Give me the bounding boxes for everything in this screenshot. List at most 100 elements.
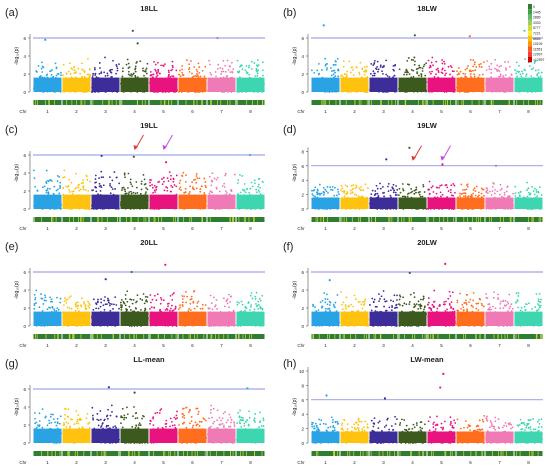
- snp-point: [128, 66, 131, 69]
- snp-point: [369, 72, 372, 75]
- snp-point: [379, 187, 382, 190]
- y-tick-label: 0: [23, 90, 26, 95]
- snp-point: [415, 186, 418, 189]
- snp-point-band: [236, 194, 265, 209]
- snp-point: [118, 307, 120, 310]
- snp-point: [253, 179, 256, 182]
- density-strip: [33, 100, 62, 105]
- snp-point: [374, 190, 377, 192]
- snp-point: [328, 304, 331, 307]
- snp-point: [140, 188, 143, 191]
- snp-point: [196, 305, 199, 308]
- snp-point: [516, 75, 518, 78]
- snp-point: [325, 190, 328, 193]
- snp-point: [339, 189, 342, 192]
- snp-point: [142, 67, 144, 70]
- snp-point: [62, 74, 64, 77]
- snp-point: [432, 305, 435, 308]
- snp-point: [475, 185, 478, 188]
- y-tick-label: 0: [23, 207, 26, 212]
- snp-point: [405, 303, 408, 306]
- snp-point: [466, 67, 469, 70]
- snp-point: [161, 178, 163, 180]
- snp-point: [84, 304, 87, 307]
- snp-point: [439, 191, 442, 194]
- snp-point: [516, 70, 519, 73]
- snp-point: [113, 303, 115, 306]
- snp-point: [75, 172, 77, 175]
- snp-point: [247, 301, 250, 304]
- snp-point: [440, 195, 442, 198]
- snp-point: [355, 186, 358, 189]
- peak-point: [441, 163, 444, 166]
- density-strip-mark: [366, 334, 367, 339]
- snp-point: [188, 66, 191, 69]
- snp-point: [236, 182, 239, 184]
- snp-point: [502, 300, 505, 303]
- snp-point: [262, 74, 264, 77]
- snp-point: [37, 65, 40, 67]
- snp-point: [532, 190, 535, 192]
- snp-point: [421, 67, 424, 70]
- snp-point: [191, 186, 194, 189]
- snp-point: [382, 65, 385, 68]
- snp-point: [344, 304, 347, 306]
- snp-point: [519, 190, 522, 193]
- snp-point: [417, 67, 419, 70]
- snp-point: [33, 303, 36, 305]
- y-tick-label: 2: [301, 193, 304, 198]
- density-strip-mark: [227, 100, 228, 105]
- snp-point: [326, 186, 329, 188]
- snp-point: [401, 304, 404, 307]
- density-strip-mark: [410, 217, 412, 222]
- snp-point: [179, 69, 181, 72]
- snp-point: [257, 300, 260, 303]
- snp-point: [74, 71, 77, 74]
- density-strip-mark: [328, 100, 330, 105]
- panel-label: (c): [5, 124, 18, 136]
- snp-point-band: [456, 77, 485, 92]
- snp-point: [502, 74, 504, 77]
- snp-point: [215, 178, 218, 181]
- chromosome-tick-label: 8: [527, 226, 530, 231]
- density-strip-mark: [111, 100, 113, 105]
- snp-point: [392, 68, 395, 71]
- snp-point: [499, 183, 502, 186]
- snp-point: [362, 304, 365, 306]
- density-strip: [427, 100, 456, 105]
- y-tick-label: 6: [301, 164, 304, 169]
- snp-point: [389, 189, 392, 192]
- snp-point: [104, 75, 107, 77]
- snp-point: [518, 70, 521, 73]
- density-strip-mark: [478, 217, 479, 222]
- snp-point: [188, 192, 190, 195]
- chromosome-tick-label: 6: [191, 109, 194, 114]
- snp-point: [537, 69, 540, 71]
- snp-point: [94, 186, 97, 189]
- snp-point: [340, 185, 343, 187]
- snp-point: [109, 183, 112, 185]
- snp-point: [428, 193, 431, 196]
- snp-point: [102, 304, 105, 307]
- snp-point: [460, 308, 462, 310]
- snp-point: [493, 291, 495, 293]
- snp-point: [63, 300, 66, 303]
- snp-point: [171, 60, 174, 63]
- snp-point: [456, 309, 459, 312]
- density-strip: [236, 334, 265, 339]
- chromosome-tick-label: 5: [440, 226, 443, 231]
- snp-point: [342, 301, 345, 304]
- snp-point: [134, 67, 137, 70]
- snp-point: [63, 169, 66, 172]
- snp-point: [181, 298, 184, 300]
- density-strip-mark: [185, 100, 187, 105]
- snp-point: [77, 305, 80, 307]
- snp-point: [121, 304, 123, 307]
- snp-point: [376, 60, 379, 63]
- snp-point: [257, 308, 260, 310]
- snp-point: [142, 293, 145, 295]
- snp-point: [466, 308, 468, 311]
- density-strip: [149, 217, 178, 222]
- snp-point: [46, 179, 49, 182]
- snp-point: [363, 73, 366, 76]
